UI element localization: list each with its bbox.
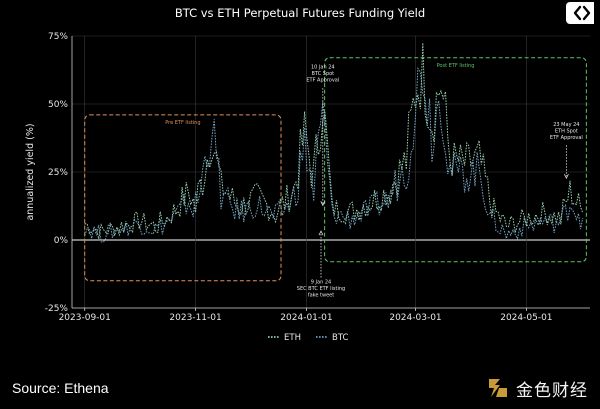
series-line-eth: [84, 42, 584, 240]
series-line-btc: [84, 66, 584, 243]
brand-mark-icon: [489, 379, 507, 397]
footer: [0, 360, 600, 409]
annotation-arrowhead: [318, 230, 324, 236]
region-label: Pre ETF listing: [165, 120, 200, 126]
legend: ETH BTC: [268, 333, 349, 343]
x-tick-label: 2024-03-01: [389, 313, 441, 323]
brand-logo: 金色财经: [486, 376, 588, 401]
y-tick-label: 25%: [48, 168, 68, 178]
y-tick-label: 50%: [48, 100, 68, 110]
x-tick-label: 2024-05-01: [500, 313, 552, 323]
region-box: [324, 57, 587, 263]
legend-label: ETH: [284, 333, 301, 343]
chart-title: BTC vs ETH Perpetual Futures Funding Yie…: [175, 6, 425, 20]
annotation-text: SEC BTC ETF listing: [297, 286, 345, 292]
expand-button[interactable]: [566, 2, 594, 24]
brand-name: 金色财经: [516, 380, 588, 401]
x-tick-label: 2023-11-01: [169, 313, 221, 323]
annotation-text: ETF Approval: [306, 78, 339, 84]
x-tick-label: 2024-01-01: [280, 313, 332, 323]
annotation-text: 23 May 24: [553, 122, 579, 128]
annotation-arrowhead: [564, 173, 569, 180]
annotation-text: 9 Jan 24: [311, 280, 331, 286]
annotation-text: fake tweet: [308, 293, 334, 299]
funding-yield-chart: BTC vs ETH Perpetual Futures Funding Yie…: [25, 6, 590, 343]
annotation-arrowhead: [320, 201, 326, 207]
y-tick-label: 0%: [54, 236, 69, 246]
annotation-text: ETH Spot: [555, 128, 578, 134]
annotation-text: ETF Approval: [550, 135, 583, 141]
x-tick-label: 2023-09-01: [59, 313, 111, 323]
annotation-text: 10 Jan 24: [311, 65, 335, 71]
legend-label: BTC: [332, 333, 349, 343]
annotation-text: BTC Spot: [312, 71, 335, 77]
y-axis-label: annualized yield (%): [25, 123, 36, 220]
expand-icon: [573, 5, 591, 21]
y-tick-label: 75%: [48, 32, 68, 42]
region-label: Post ETF listing: [437, 63, 475, 69]
y-tick-label: -25%: [45, 304, 69, 314]
region-box: [84, 114, 282, 282]
source-text: Source: Ethena: [12, 380, 109, 396]
